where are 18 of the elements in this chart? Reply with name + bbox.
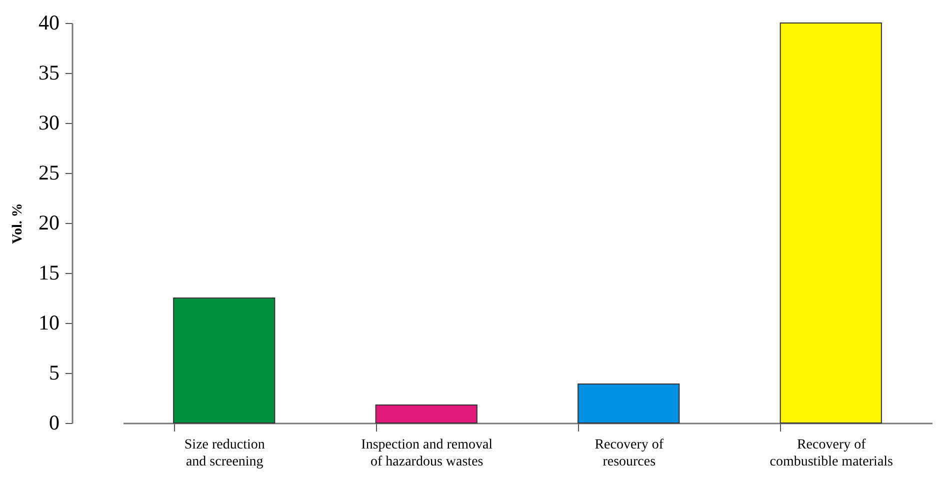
y-tick-label: 35 bbox=[38, 60, 60, 84]
x-tick-label: Size reduction and screening bbox=[184, 438, 265, 470]
y-tick-label: 30 bbox=[38, 110, 60, 134]
x-tick-label: Recovery of resources bbox=[594, 438, 664, 470]
y-tick-label: 0 bbox=[49, 410, 60, 434]
y-tick-label: 25 bbox=[38, 160, 60, 184]
y-tick-label: 5 bbox=[49, 360, 60, 384]
x-tick-label: Inspection and removal of hazardous wastes bbox=[361, 438, 493, 470]
y-tick-label: 40 bbox=[38, 10, 60, 34]
bar bbox=[375, 404, 478, 424]
bar bbox=[578, 384, 680, 424]
bar bbox=[173, 298, 276, 424]
y-tick-label: 20 bbox=[38, 210, 60, 234]
y-tick-label: 10 bbox=[38, 310, 60, 334]
x-tick-label: Recovery of combustible materials bbox=[770, 438, 893, 470]
y-axis-title: Vol. % bbox=[10, 203, 26, 244]
y-tick-label: 15 bbox=[38, 260, 60, 284]
bar bbox=[780, 22, 882, 424]
